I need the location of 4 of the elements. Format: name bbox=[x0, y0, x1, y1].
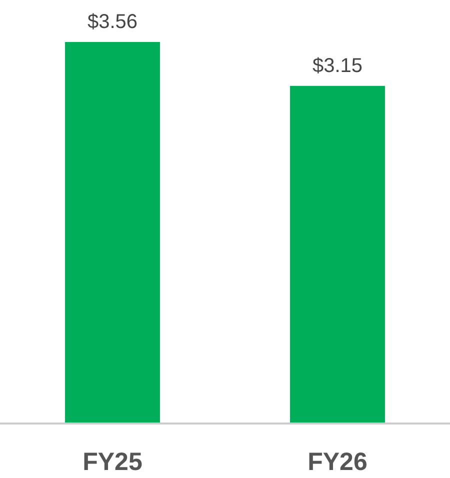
data-label: $3.56 bbox=[87, 11, 138, 33]
x-tick-label: FY25 bbox=[82, 448, 142, 476]
data-label: $3.15 bbox=[312, 54, 363, 77]
x-tick-label: FY26 bbox=[308, 448, 368, 476]
